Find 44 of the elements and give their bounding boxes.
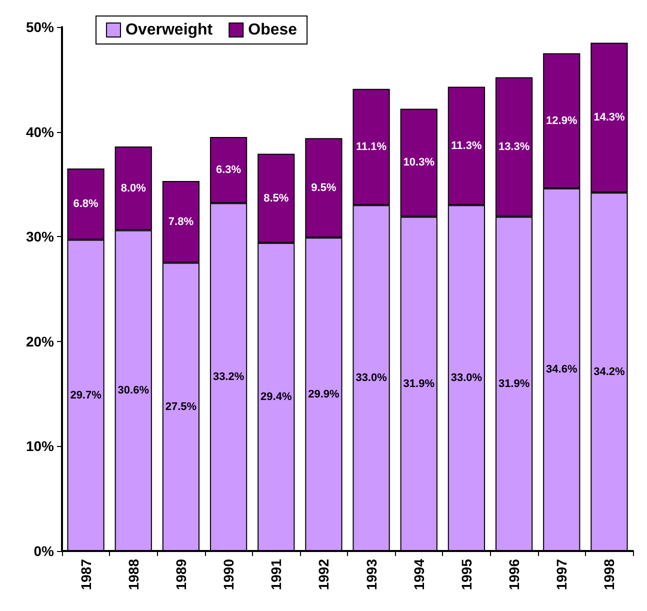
- data-label: 6.3%: [216, 164, 242, 176]
- x-tick-label: 1997: [554, 558, 570, 590]
- x-tick-label: 1993: [363, 558, 380, 590]
- x-tick-label: 1998: [601, 558, 618, 590]
- data-label: 6.8%: [73, 198, 99, 210]
- y-tick-label: 10%: [26, 438, 55, 454]
- data-label: 34.2%: [594, 366, 626, 378]
- data-label: 10.3%: [403, 156, 435, 169]
- y-tick-label: 20%: [26, 333, 55, 350]
- data-label: 29.4%: [260, 390, 292, 403]
- data-label: 31.9%: [403, 378, 435, 390]
- data-label: 9.5%: [311, 182, 336, 194]
- x-tick-label: 1994: [410, 558, 427, 590]
- data-label: 27.5%: [165, 400, 197, 413]
- data-label: 33.0%: [450, 372, 482, 384]
- data-label: 29.7%: [70, 389, 102, 402]
- legend-label: Overweight: [126, 22, 214, 38]
- y-tick-label: 0%: [34, 543, 55, 559]
- data-label: 31.9%: [498, 378, 530, 390]
- data-label: 8.5%: [264, 192, 289, 204]
- x-tick-label: 1991: [268, 558, 284, 590]
- data-label: 7.8%: [168, 216, 194, 228]
- x-tick-label: 1990: [220, 558, 237, 590]
- data-label: 29.9%: [308, 388, 340, 400]
- data-label: 12.9%: [546, 114, 578, 127]
- data-label: 13.3%: [498, 140, 530, 153]
- x-tick-label: 1989: [172, 558, 189, 590]
- x-tick-label: 1995: [458, 558, 474, 590]
- data-label: 33.2%: [212, 371, 244, 384]
- data-label: 34.6%: [546, 364, 578, 376]
- x-tick-label: 1992: [316, 558, 332, 590]
- data-label: 33.0%: [356, 372, 388, 384]
- data-label: 30.6%: [118, 384, 150, 397]
- x-tick-label: 1996: [506, 558, 522, 590]
- data-label: 8.0%: [120, 182, 146, 194]
- x-tick-label: 1987: [78, 558, 94, 590]
- data-label: 11.3%: [451, 140, 482, 152]
- legend-label: Obese: [248, 22, 298, 38]
- y-tick-label: 30%: [26, 228, 55, 245]
- y-tick-label: 50%: [26, 19, 55, 35]
- data-label: 14.3%: [594, 112, 626, 124]
- data-label: 11.1%: [356, 140, 387, 153]
- y-tick-label: 40%: [26, 124, 55, 140]
- x-tick-label: 1988: [125, 558, 142, 590]
